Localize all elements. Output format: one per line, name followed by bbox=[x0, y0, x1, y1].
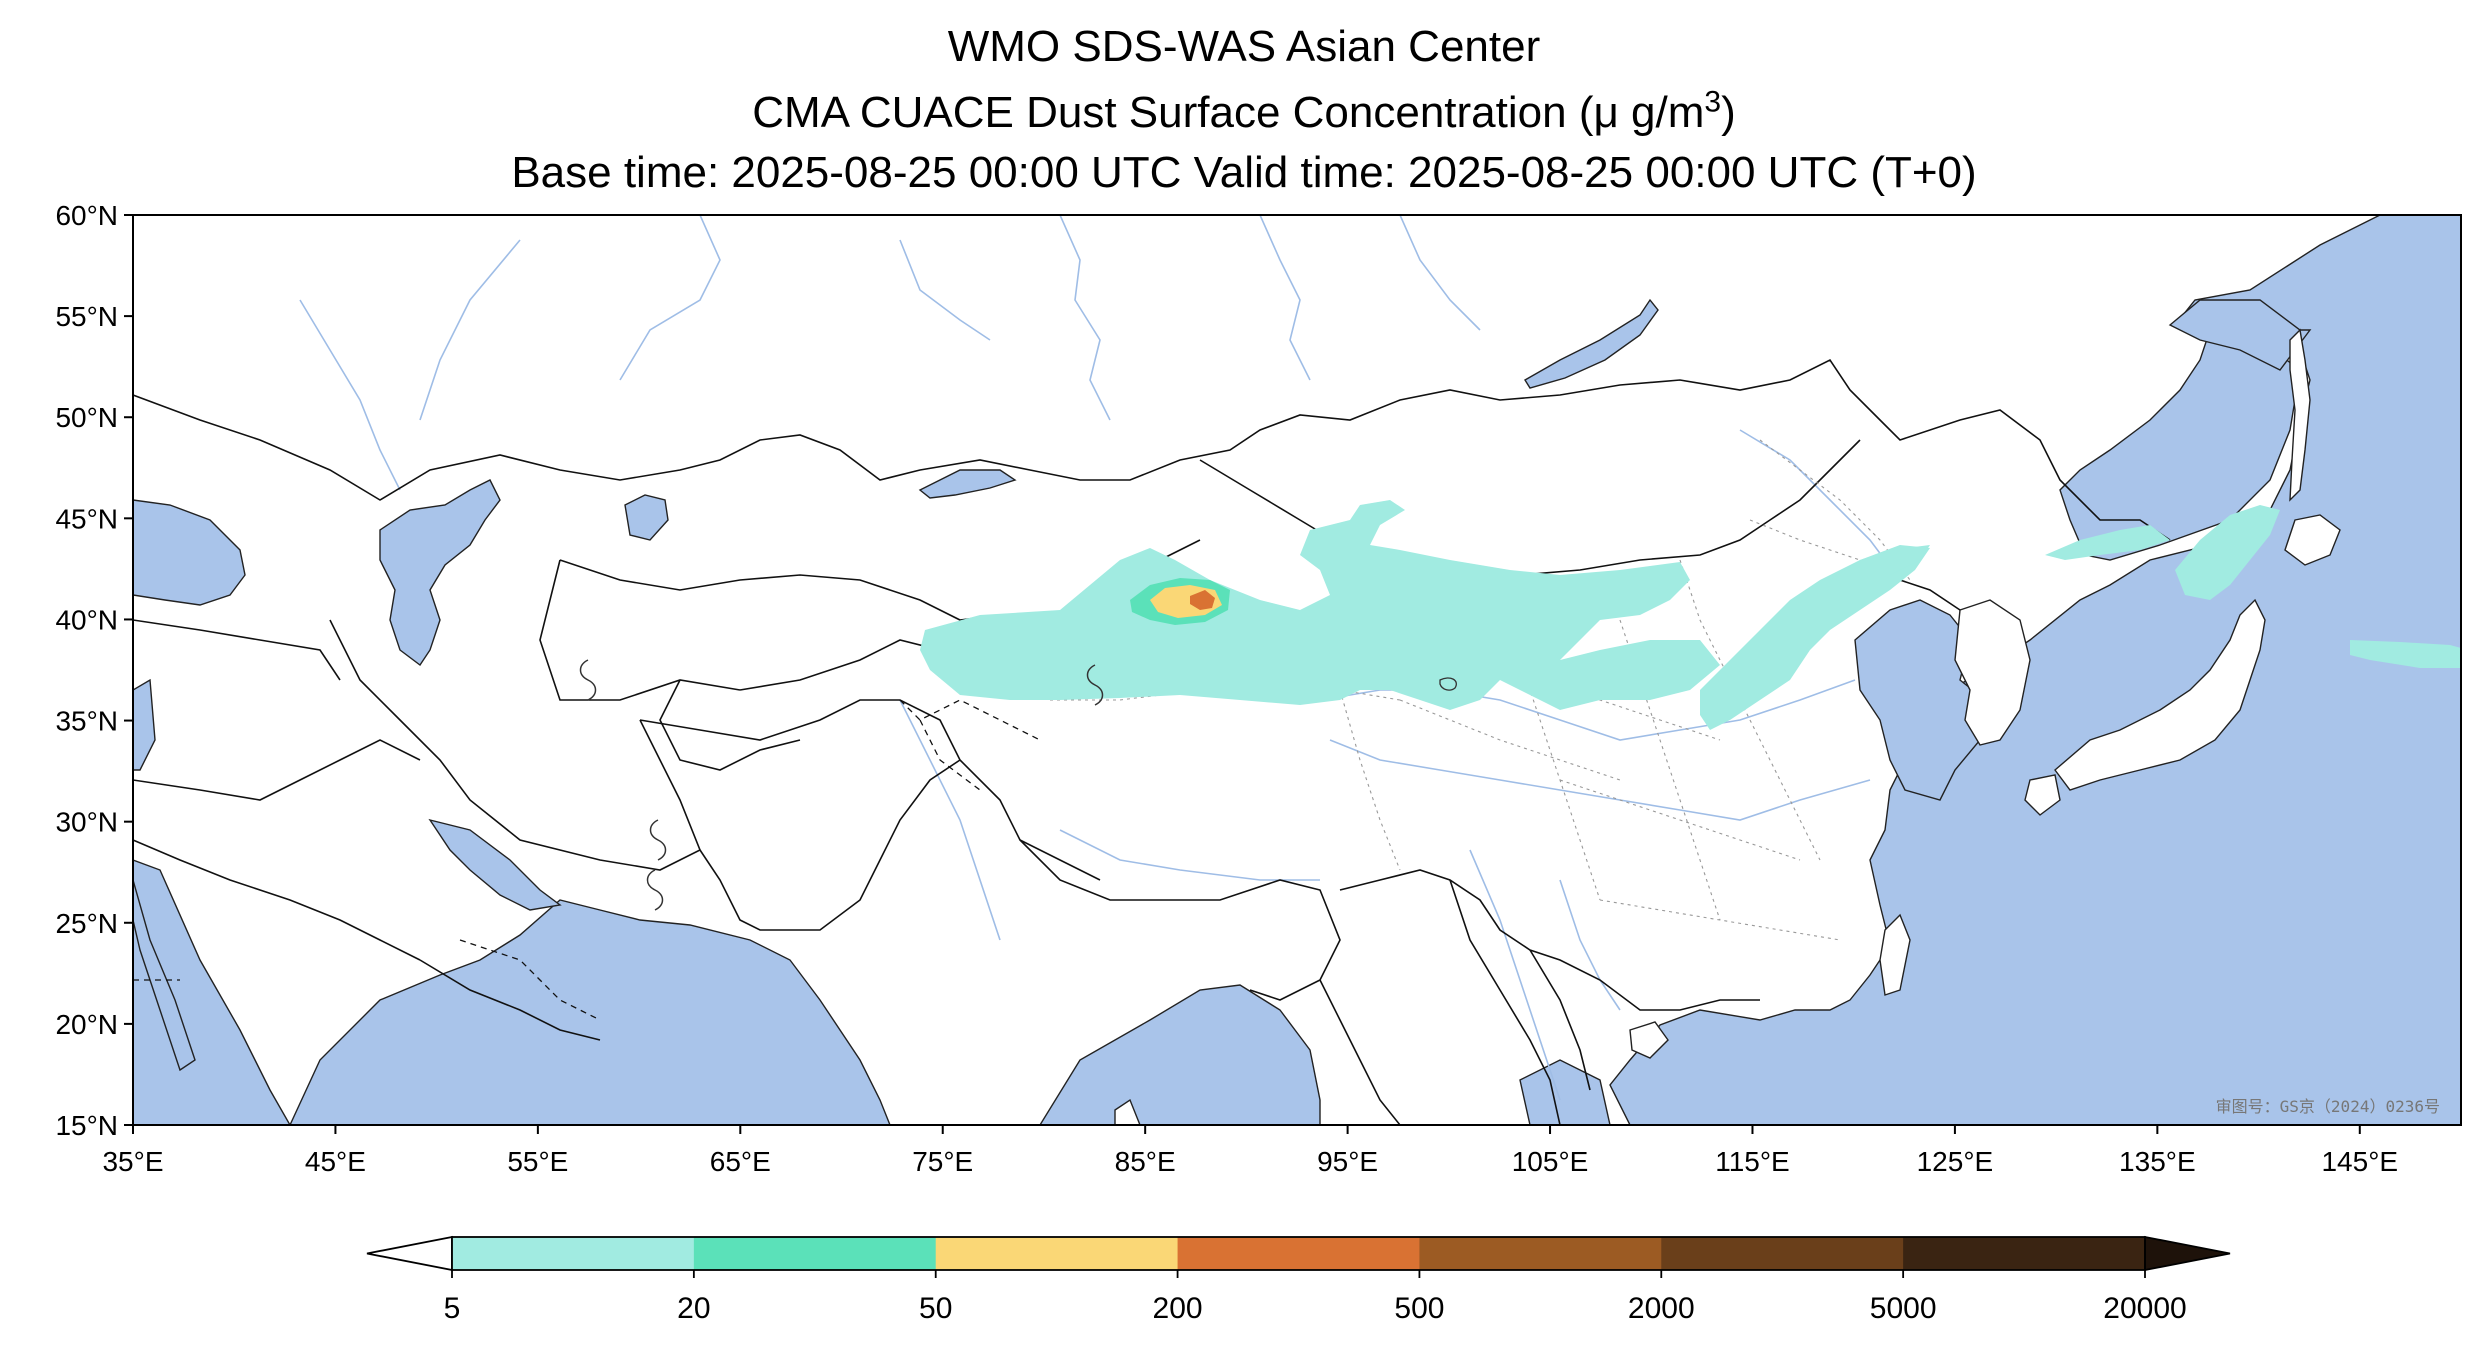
colorbar-over-arrow bbox=[2144, 1235, 2231, 1272]
lon-tick-label: 45°E bbox=[305, 1146, 366, 1177]
black-sea bbox=[133, 499, 246, 606]
country-borders bbox=[133, 358, 2171, 1125]
latitude-ticks: 60°N 55°N 50°N 45°N 40°N 35°N 30°N 25°N 20°N 15°N bbox=[55, 200, 133, 1141]
lake-balkhash bbox=[918, 469, 1017, 499]
aral-sea bbox=[624, 494, 669, 541]
lon-tick-label: 55°E bbox=[507, 1146, 568, 1177]
dust-contour-small-2 bbox=[579, 659, 597, 701]
dust-east-band-north bbox=[1830, 545, 1930, 585]
colorbar-segment bbox=[1903, 1237, 2146, 1270]
title-line-2: CMA CUACE Dust Surface Concentration (μ … bbox=[0, 85, 2488, 138]
dust-contour-tibet bbox=[1439, 677, 1457, 691]
japan-hokkaido bbox=[2284, 514, 2341, 566]
dust-pacific-band bbox=[2350, 640, 2461, 668]
title-line-1: WMO SDS-WAS Asian Center bbox=[947, 22, 1541, 71]
lat-tick-label: 35°N bbox=[55, 706, 118, 737]
colorbar-label: 5000 bbox=[1870, 1292, 1937, 1325]
lat-tick-label: 30°N bbox=[55, 807, 118, 838]
lat-tick-label: 45°N bbox=[55, 503, 118, 534]
dust-broad-plume bbox=[920, 500, 1720, 710]
lon-tick-label: 75°E bbox=[912, 1146, 973, 1177]
sea-of-okhotsk bbox=[2168, 299, 2312, 371]
disputed-borders bbox=[133, 699, 1041, 1021]
persian-gulf bbox=[428, 818, 562, 911]
map-layers: 审图号：GS京（2024）0236号 bbox=[133, 215, 2461, 1125]
red-sea bbox=[133, 879, 196, 1072]
taiwan-island bbox=[1879, 913, 1911, 996]
colorbar-under-arrow bbox=[366, 1235, 453, 1272]
korea-peninsula bbox=[1954, 599, 2031, 746]
colorbar: 5 20 50 200 500 2000 5000 20000 bbox=[366, 1235, 2231, 1325]
dust-east-band bbox=[1700, 545, 1930, 730]
colorbar-label: 20 bbox=[677, 1292, 710, 1325]
title-line-3: Base time: 2025-08-25 00:00 UTC Valid ti… bbox=[511, 148, 1977, 197]
islands bbox=[1114, 328, 2341, 1125]
lat-tick-label: 60°N bbox=[55, 200, 118, 231]
dust-contour-small-3 bbox=[646, 819, 667, 911]
colorbar-segment bbox=[935, 1237, 1179, 1270]
map-frame bbox=[132, 214, 2462, 1126]
japan-kyushu bbox=[2024, 774, 2061, 816]
colorbar-segment bbox=[693, 1237, 937, 1270]
map-watermark: 审图号：GS京（2024）0236号 bbox=[2216, 1097, 2440, 1116]
water-bodies bbox=[133, 215, 2461, 1125]
colorbar-label: 2000 bbox=[1628, 1292, 1695, 1325]
lake-baikal bbox=[1524, 298, 1659, 389]
lat-tick-label: 25°N bbox=[55, 908, 118, 939]
colorbar-label: 200 bbox=[1153, 1292, 1203, 1325]
longitude-ticks: 35°E 45°E 55°E 65°E 75°E 85°E 95°E 105°E 115°E 12… bbox=[102, 1125, 2398, 1177]
lon-tick-label: 85°E bbox=[1115, 1146, 1176, 1177]
lon-tick-label: 145°E bbox=[2321, 1146, 2398, 1177]
dust-contour-small bbox=[1086, 664, 1104, 706]
gulf-of-thailand bbox=[1519, 1059, 1611, 1125]
lat-tick-label: 20°N bbox=[55, 1009, 118, 1040]
colorbar-frame bbox=[451, 1236, 2146, 1271]
colorbar-label: 20000 bbox=[2103, 1292, 2186, 1325]
lon-tick-label: 135°E bbox=[2119, 1146, 2196, 1177]
sri-lanka bbox=[1114, 1098, 1141, 1125]
lat-tick-label: 40°N bbox=[55, 604, 118, 635]
colorbar-label: 50 bbox=[919, 1292, 952, 1325]
colorbar-segment bbox=[1177, 1237, 1420, 1270]
lon-tick-label: 105°E bbox=[1512, 1146, 1589, 1177]
arabian-sea bbox=[133, 859, 291, 1125]
lat-tick-label: 15°N bbox=[55, 1110, 118, 1141]
title-line-2-close: ) bbox=[1721, 88, 1736, 137]
lon-tick-label: 35°E bbox=[102, 1146, 163, 1177]
title-line-2-text: CMA CUACE Dust Surface Concentration (μ … bbox=[752, 88, 1705, 137]
mediterranean-sea bbox=[133, 678, 156, 771]
colorbar-segment bbox=[1419, 1237, 1662, 1270]
japan-honshu bbox=[2054, 598, 2266, 791]
colorbar-label: 500 bbox=[1394, 1292, 1444, 1325]
colorbar-segment bbox=[1661, 1237, 1904, 1270]
lon-tick-label: 125°E bbox=[1917, 1146, 1994, 1177]
hainan-island bbox=[1629, 1021, 1669, 1059]
sakhalin-island bbox=[2289, 328, 2311, 502]
lat-tick-label: 50°N bbox=[55, 402, 118, 433]
dust-plume bbox=[579, 500, 2461, 911]
colorbar-segment bbox=[452, 1237, 695, 1270]
caspian-sea bbox=[379, 479, 501, 667]
lon-tick-label: 95°E bbox=[1317, 1146, 1378, 1177]
dust-hokkaido-band bbox=[2175, 505, 2280, 600]
indian-ocean bbox=[289, 899, 891, 1125]
dust-japan-sea-band bbox=[2045, 525, 2170, 560]
title-line-2-superscript: 3 bbox=[1704, 85, 1722, 119]
colorbar-label: 5 bbox=[444, 1292, 461, 1325]
dust-peak-200-500 bbox=[1190, 590, 1215, 610]
lon-tick-label: 115°E bbox=[1715, 1146, 1790, 1177]
lat-tick-label: 55°N bbox=[55, 301, 118, 332]
bay-of-bengal bbox=[1039, 984, 1321, 1125]
lon-tick-label: 65°E bbox=[710, 1146, 771, 1177]
